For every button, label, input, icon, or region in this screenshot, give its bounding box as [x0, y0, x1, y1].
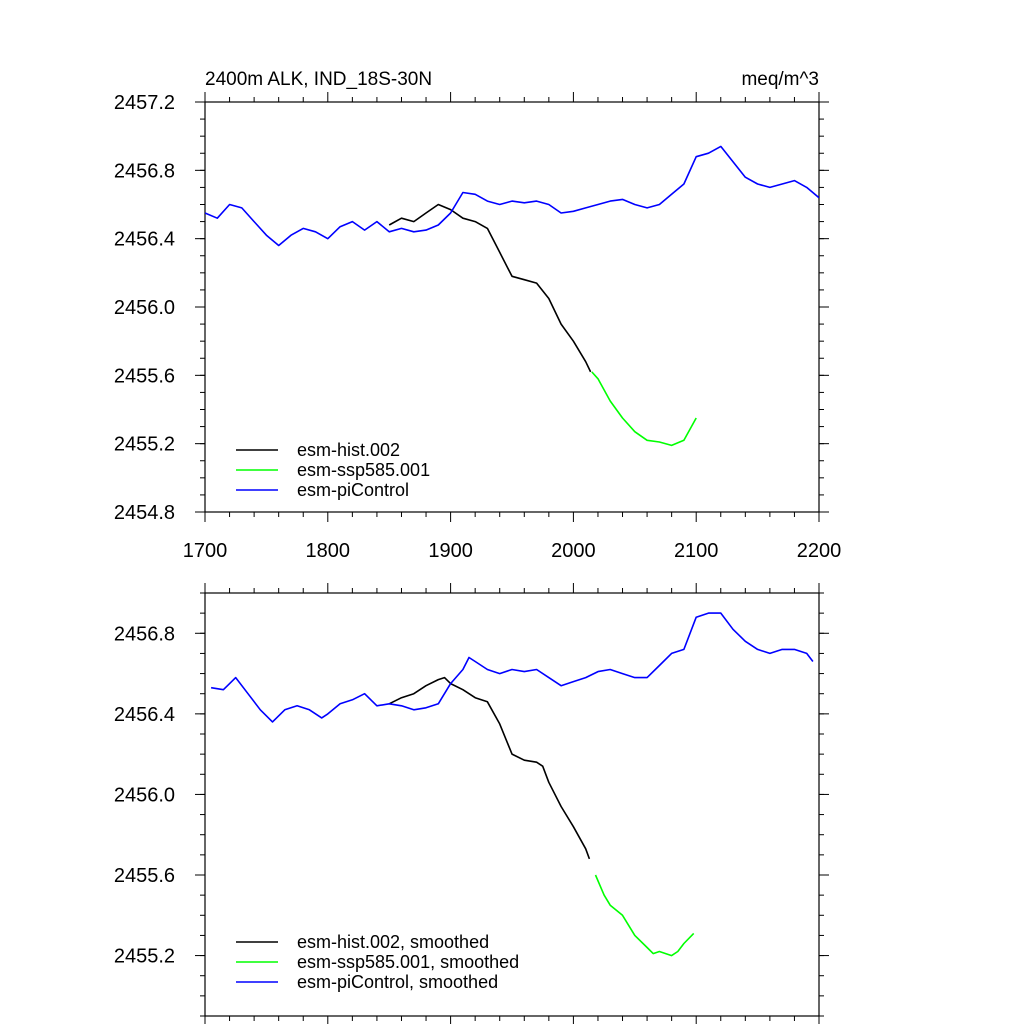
y-tick-label: 2456.4 — [114, 229, 175, 251]
y-tick-label: 2457.2 — [114, 92, 175, 114]
y-tick-label: 2456.0 — [114, 297, 175, 319]
y-tick-label: 2456.0 — [114, 784, 175, 806]
panel-2: 2455.2 2455.6 2456.0 2456.4 2456.8 esm-hist.0… — [114, 583, 829, 1026]
y-tick-label: 2456.8 — [114, 623, 175, 645]
x-tick-label: 2000 — [551, 540, 596, 562]
legend-label: esm-ssp585.001, smoothed — [297, 952, 519, 972]
series-line-esm-picontrol-smoothed — [210, 612, 814, 723]
y-tick-label: 2455.2 — [114, 434, 175, 456]
legend-label: esm-hist.002, smoothed — [297, 932, 489, 952]
series-line-esm-picontrol — [205, 145, 819, 247]
x-tick-label: 1800 — [306, 540, 351, 562]
y-tick-label: 2454.8 — [114, 502, 175, 524]
legend-label: esm-ssp585.001 — [297, 460, 430, 480]
legend-label: esm-piControl — [297, 480, 409, 500]
x-tick-label: 2200 — [797, 540, 842, 562]
series-line-esm-hist-002 — [388, 203, 592, 373]
panel-1: 1700 1800 1900 2000 2100 2200 2454.8 2455.2 2455… — [114, 69, 841, 562]
y-tick-label: 2455.6 — [114, 865, 175, 887]
x-tick-label: 1700 — [183, 540, 228, 562]
chart-title: 2400m ALK, IND_18S-30N — [205, 69, 432, 90]
chart-units: meq/m^3 — [741, 69, 819, 90]
legend-label: esm-hist.002 — [297, 440, 400, 460]
y-tick-label: 2455.2 — [114, 946, 175, 968]
y-tick-label: 2456.8 — [114, 160, 175, 182]
series-line-esm-hist-002-smoothed — [388, 676, 591, 860]
series-line-esm-ssp585-001 — [591, 371, 697, 447]
x-tick-label: 1900 — [428, 540, 473, 562]
y-tick-label: 2455.6 — [114, 365, 175, 387]
legend-label: esm-piControl, smoothed — [297, 972, 498, 992]
x-tick-label: 2100 — [674, 540, 719, 562]
series-line-esm-ssp585-001-smoothed — [594, 874, 695, 957]
y-tick-label: 2456.4 — [114, 704, 175, 726]
plot-frame — [204, 592, 820, 1017]
